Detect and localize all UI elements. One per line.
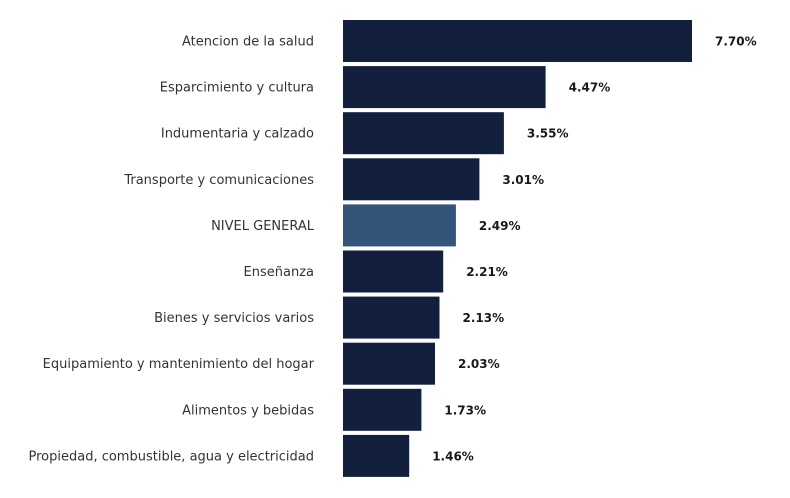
value-label-3: 3.01%	[502, 173, 544, 187]
bar-0	[343, 20, 692, 62]
category-label-7: Equipamiento y mantenimiento del hogar	[43, 357, 315, 372]
category-label-2: Indumentaria y calzado	[161, 127, 314, 142]
bar-6	[343, 296, 440, 339]
value-label-5: 2.21%	[466, 265, 508, 279]
category-label-1: Esparcimiento y cultura	[160, 81, 314, 96]
bar-4	[343, 204, 456, 247]
category-label-3: Transporte y comunicaciones	[123, 173, 314, 188]
value-label-7: 2.03%	[458, 357, 500, 371]
value-label-0: 7.70%	[715, 35, 757, 49]
category-label-5: Enseñanza	[244, 265, 314, 280]
category-label-0: Atencion de la salud	[182, 35, 314, 50]
category-label-8: Alimentos y bebidas	[182, 403, 314, 418]
value-label-9: 1.46%	[432, 449, 474, 463]
category-label-6: Bienes y servicios varios	[154, 311, 314, 326]
category-label-9: Propiedad, combustible, agua y electrici…	[28, 449, 314, 464]
value-label-6: 2.13%	[463, 311, 505, 325]
bar-5	[343, 250, 444, 293]
bar-2	[343, 112, 504, 155]
bar-9	[343, 434, 410, 477]
bar-3	[343, 158, 480, 201]
bar-8	[343, 388, 422, 431]
value-label-4: 2.49%	[479, 219, 521, 233]
value-label-1: 4.47%	[569, 81, 611, 95]
bar-7	[343, 342, 435, 385]
value-label-8: 1.73%	[444, 403, 486, 417]
bar-1	[343, 66, 546, 109]
value-label-2: 3.55%	[527, 127, 569, 141]
category-label-4: NIVEL GENERAL	[211, 219, 315, 234]
